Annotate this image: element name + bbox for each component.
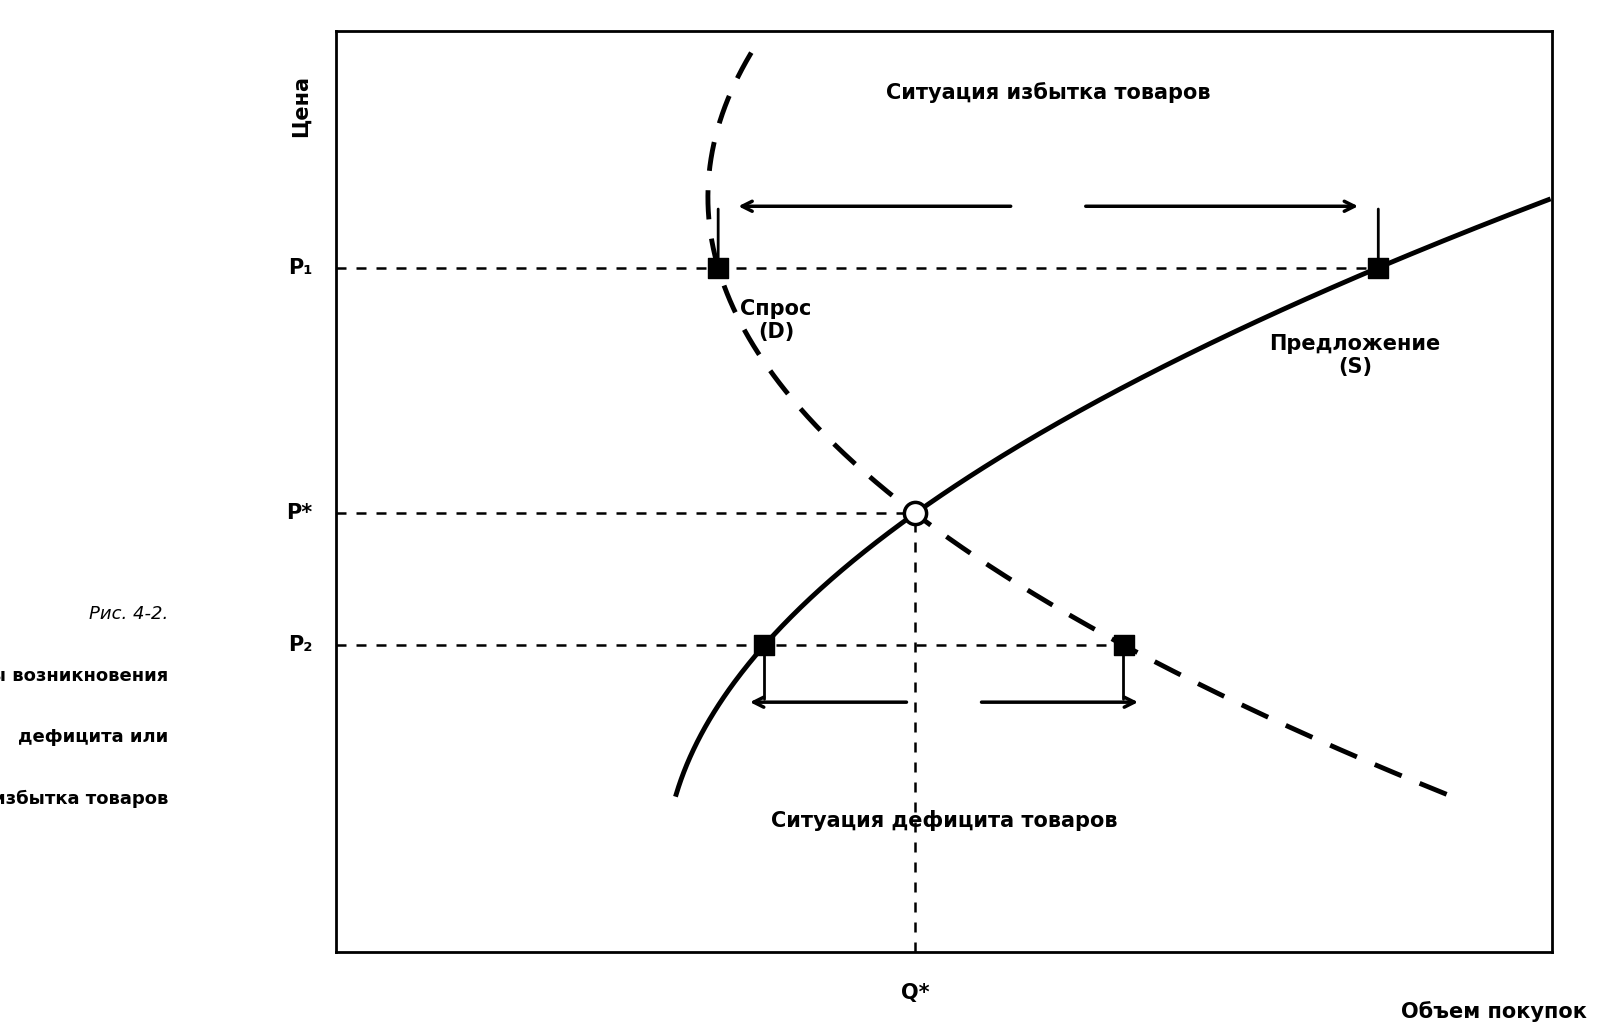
- Text: Q*: Q*: [901, 983, 930, 1004]
- Text: P*: P*: [286, 504, 314, 523]
- Text: избытка товаров: избытка товаров: [0, 790, 168, 808]
- Point: [1365, 259, 1390, 275]
- Text: Причины возникновения: Причины возникновения: [0, 667, 168, 685]
- Text: Ситуация избытка товаров: Ситуация избытка товаров: [886, 82, 1211, 102]
- Text: P₂: P₂: [288, 635, 314, 655]
- Text: Предложение
(S): Предложение (S): [1269, 334, 1440, 377]
- Point: [1110, 637, 1136, 653]
- Point: [706, 259, 731, 275]
- Text: Спрос
(D): Спрос (D): [741, 299, 811, 342]
- Text: Рис. 4-2.: Рис. 4-2.: [88, 605, 168, 624]
- Text: P₁: P₁: [288, 258, 314, 278]
- Text: Цена: Цена: [291, 75, 312, 136]
- Text: дефицита или: дефицита или: [18, 728, 168, 746]
- Point: [752, 637, 778, 653]
- Text: Ситуация дефицита товаров: Ситуация дефицита товаров: [771, 810, 1117, 831]
- Text: Объем покупок: Объем покупок: [1402, 1000, 1587, 1022]
